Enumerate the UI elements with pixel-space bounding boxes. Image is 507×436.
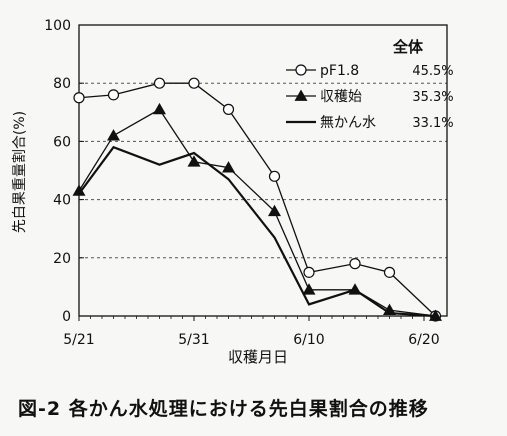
data-point-s1-6 (303, 266, 315, 278)
legend-total-2: 35.3% (412, 90, 453, 105)
y-tick-label-0: 0 (62, 309, 71, 325)
data-point-s1-2 (153, 77, 166, 89)
data-point-s2-0 (72, 184, 86, 196)
series-line-3 (78, 145, 436, 318)
legend-header: 全体 (392, 38, 424, 56)
data-point-s2-5 (268, 204, 281, 217)
series-line-2 (78, 108, 436, 317)
data-point-s2-2 (153, 102, 166, 115)
data-point-s2-3 (187, 155, 201, 167)
data-point-s1-5 (268, 170, 281, 182)
data-point-s1-3 (188, 77, 200, 89)
data-point-s2-4 (222, 161, 235, 173)
series-3 (78, 145, 436, 318)
x-tick-label-6/20: 6/20 (408, 332, 439, 348)
legend-total-3: 33.1% (412, 116, 453, 131)
data-point-s1-7 (349, 258, 361, 270)
x-tick-label-5/31: 5/31 (178, 332, 209, 348)
y-tick-label-20: 20 (53, 251, 71, 267)
data-point-s1-4 (222, 103, 235, 115)
x-tick-label-6/10: 6/10 (293, 332, 324, 348)
y-tick-label-60: 60 (53, 134, 71, 150)
legend-marker-1 (295, 64, 307, 76)
x-tick-label-5/21: 5/21 (63, 332, 94, 348)
legend-label-2: 収穫始 (320, 89, 362, 105)
legend-label-3: 無かん水 (320, 115, 376, 131)
data-point-s1-1 (107, 89, 120, 101)
y-tick-label-80: 80 (53, 76, 71, 92)
data-point-s1-8 (383, 266, 396, 278)
y-tick-label-100: 100 (44, 18, 71, 34)
legend-total-1: 45.5% (412, 64, 453, 79)
data-point-s2-6 (302, 283, 316, 295)
y-axis-title: 先白果重量割合(%) (11, 111, 28, 233)
x-axis-title: 収穫月日 (228, 348, 288, 366)
series-line-1 (78, 82, 436, 317)
series-2 (72, 102, 442, 321)
figure-caption: 図-2 各かん水処理における先白果割合の推移 (18, 398, 429, 420)
legend-label-1: pF1.8 (320, 63, 359, 79)
data-point-s1-0 (73, 92, 85, 104)
data-point-s2-1 (107, 129, 120, 141)
legend-marker-2 (294, 89, 308, 101)
y-tick-label-40: 40 (53, 193, 71, 209)
